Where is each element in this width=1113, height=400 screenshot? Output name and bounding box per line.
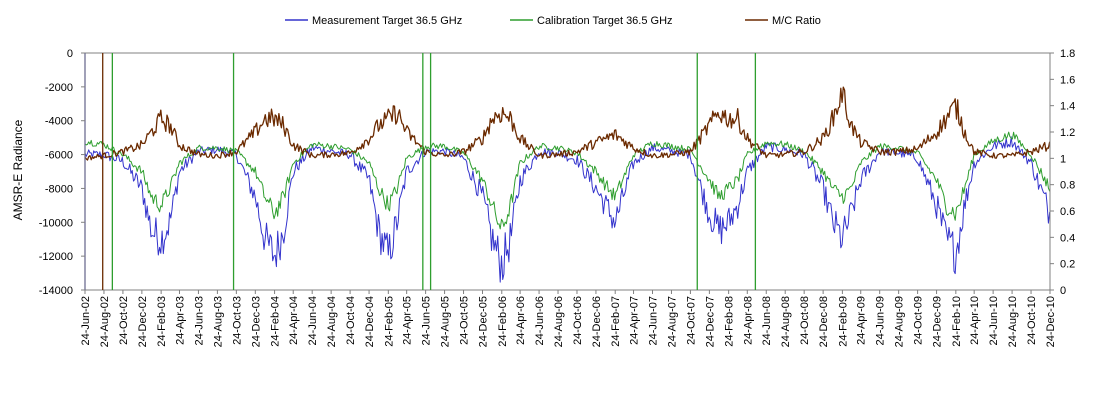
y-left-tick-label: -6000 [45, 150, 73, 162]
x-tick-label: 24-Dec-06 [591, 296, 603, 347]
x-tick-label: 24-Aug-04 [326, 296, 338, 347]
y-right-tick-label: 0.6 [1060, 206, 1075, 218]
x-tick-label: 24-Dec-03 [250, 296, 262, 347]
plot-frame [84, 52, 1051, 291]
x-tick-label: 24-Feb-04 [270, 296, 282, 347]
x-tick-label: 24-Feb-03 [156, 296, 168, 347]
x-tick-label: 24-Oct-06 [572, 296, 584, 345]
x-tick-label: 24-Feb-05 [383, 296, 395, 347]
y-right-tick-label: 1.8 [1060, 48, 1075, 60]
x-tick-label: 24-Aug-09 [894, 296, 906, 347]
x-tick-label: 24-Apr-10 [969, 296, 981, 345]
x-tick-label: 24-Dec-04 [364, 296, 376, 347]
y-right-tick-label: 1.4 [1060, 101, 1075, 113]
legend: Measurement Target 36.5 GHz Calibration … [285, 15, 821, 27]
legend-label-calibration: Calibration Target 36.5 GHz [537, 15, 673, 27]
x-tick-label: 24-Aug-06 [553, 296, 565, 347]
x-tick-label: 24-Aug-02 [99, 296, 111, 347]
x-tick-label: 24-Oct-05 [459, 296, 471, 345]
x-tick-label: 24-Dec-10 [1045, 296, 1057, 347]
x-tick-label: 24-Dec-08 [818, 296, 830, 347]
x-tick-label: 24-Jun-10 [988, 296, 1000, 346]
y-left-tick-label: -2000 [45, 82, 73, 94]
y-right-tick-label: 1.2 [1060, 127, 1075, 139]
x-tick-label: 24-Jun-08 [761, 296, 773, 346]
x-tick-label: 24-Apr-03 [174, 296, 186, 345]
y-right-tick-label: 0.4 [1060, 232, 1075, 244]
x-tick-label: 24-Aug-10 [1007, 296, 1019, 347]
x-tick-label: 24-Dec-07 [704, 296, 716, 347]
legend-label-measurement: Measurement Target 36.5 GHz [312, 15, 462, 27]
x-tick-label: 24-Feb-08 [724, 296, 736, 347]
x-tick-label: 24-Apr-07 [629, 296, 641, 345]
x-tick-label: 24-Jun-03 [193, 296, 205, 346]
x-tick-label: 24-Apr-08 [742, 296, 754, 345]
x-axis: 24-Jun-02 24-Aug-02 24-Oct-02 24-Dec-02 24-F… [80, 290, 1057, 347]
x-tick-label: 24-Jun-09 [875, 296, 887, 346]
y-axis-left: 0 -2000 -4000 -6000 -8000 -10000 -12000 -14000 [39, 48, 86, 297]
x-tick-label: 24-Oct-09 [913, 296, 925, 345]
y-right-tick-label: 0.8 [1060, 180, 1075, 192]
y-right-tick-label: 1 [1060, 153, 1066, 165]
y-right-tick-label: 1.6 [1060, 74, 1075, 86]
x-tick-label: 24-Dec-09 [932, 296, 944, 347]
x-tick-label: 24-Dec-05 [477, 296, 489, 347]
y-axis-title: AMSR-E Radiance [11, 119, 25, 220]
x-tick-label: 24-Aug-08 [780, 296, 792, 347]
plot-area [84, 52, 1051, 291]
y-right-tick-label: 0 [1060, 285, 1066, 297]
series-line-2 [84, 86, 1051, 161]
y-left-tick-label: -12000 [39, 251, 73, 263]
x-tick-label: 24-Aug-07 [666, 296, 678, 347]
x-tick-label: 24-Oct-08 [799, 296, 811, 345]
x-tick-label: 24-Apr-06 [515, 296, 527, 345]
legend-label-mc-ratio: M/C Ratio [772, 15, 821, 27]
x-tick-label: 24-Jun-02 [80, 296, 92, 346]
y-left-tick-label: -14000 [39, 285, 73, 297]
x-tick-label: 24-Apr-05 [402, 296, 414, 345]
x-tick-label: 24-Feb-10 [951, 296, 963, 347]
y-axis-right: 1.8 1.6 1.4 1.2 1 0.8 0.6 0.4 0.2 0 [1049, 48, 1075, 297]
x-tick-label: 24-Oct-10 [1026, 296, 1038, 345]
x-tick-label: 24-Apr-09 [856, 296, 868, 345]
y-left-tick-label: -4000 [45, 116, 73, 128]
x-tick-label: 24-Oct-04 [345, 296, 357, 345]
x-tick-label: 24-Oct-02 [118, 296, 130, 345]
x-tick-label: 24-Dec-02 [137, 296, 149, 347]
y-right-tick-label: 0.2 [1060, 259, 1075, 271]
x-tick-label: 24-Aug-03 [212, 296, 224, 347]
x-tick-label: 24-Feb-09 [837, 296, 849, 347]
x-tick-label: 24-Oct-03 [231, 296, 243, 345]
y-left-tick-label: 0 [67, 48, 73, 60]
x-tick-label: 24-Jun-05 [421, 296, 433, 346]
x-tick-label: 24-Feb-06 [497, 296, 509, 347]
y-left-tick-label: -10000 [39, 217, 73, 229]
x-tick-label: 24-Apr-04 [288, 296, 300, 345]
x-tick-label: 24-Oct-07 [685, 296, 697, 345]
x-tick-label: 24-Feb-07 [610, 296, 622, 347]
x-tick-label: 24-Jun-07 [648, 296, 660, 346]
x-tick-label: 24-Jun-04 [307, 296, 319, 346]
x-tick-label: 24-Aug-05 [440, 296, 452, 347]
y-left-tick-label: -8000 [45, 183, 73, 195]
x-tick-label: 24-Jun-06 [534, 296, 546, 346]
series-line-1 [84, 131, 1051, 230]
